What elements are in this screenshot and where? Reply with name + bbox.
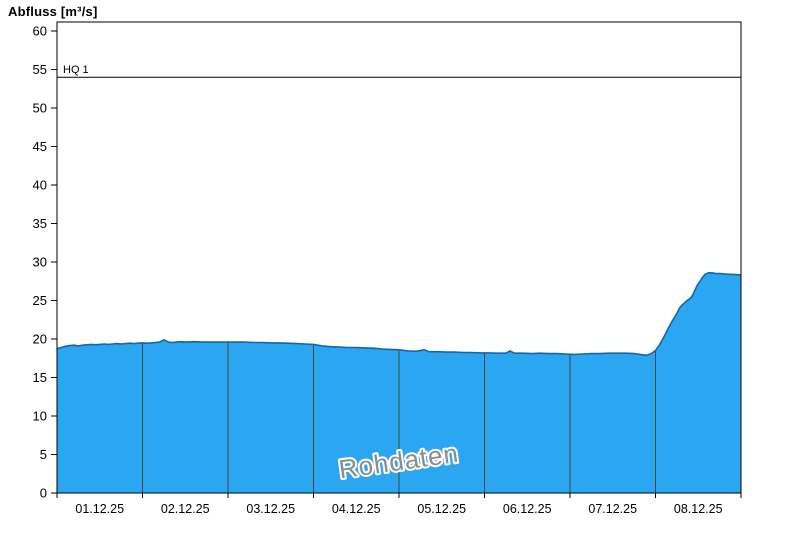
chart-title: Abfluss [m³/s] bbox=[8, 4, 98, 19]
x-axis-day-label: 05.12.25 bbox=[417, 502, 466, 516]
y-axis-tick-label: 60 bbox=[33, 24, 47, 39]
x-axis-day-label: 08.12.25 bbox=[674, 502, 723, 516]
x-axis-day-label: 01.12.25 bbox=[75, 502, 124, 516]
threshold-label-hq1: HQ 1 bbox=[63, 64, 89, 76]
y-axis-tick-label: 0 bbox=[40, 486, 47, 501]
y-axis-tick-label: 15 bbox=[33, 370, 47, 385]
y-axis-tick-label: 40 bbox=[33, 178, 47, 193]
x-axis-day-label: 04.12.25 bbox=[332, 502, 381, 516]
x-axis-day-label: 02.12.25 bbox=[161, 502, 210, 516]
y-axis-tick-label: 5 bbox=[40, 447, 47, 462]
y-axis-tick-label: 35 bbox=[33, 216, 47, 231]
x-axis-day-label: 07.12.25 bbox=[588, 502, 637, 516]
y-axis-tick-label: 20 bbox=[33, 332, 47, 347]
x-axis-day-label: 03.12.25 bbox=[246, 502, 295, 516]
grid-group bbox=[142, 272, 656, 493]
series-outline bbox=[56, 271, 742, 357]
y-axis-tick-label: 10 bbox=[33, 409, 47, 424]
x-axis-day-label: 06.12.25 bbox=[503, 502, 552, 516]
y-axis-tick-label: 45 bbox=[33, 139, 47, 154]
y-axis-tick-label: 55 bbox=[33, 62, 47, 77]
y-axis-tick-label: 30 bbox=[33, 255, 47, 270]
y-axis-tick-label: 25 bbox=[33, 293, 47, 308]
y-axis-tick-label: 50 bbox=[33, 101, 47, 116]
